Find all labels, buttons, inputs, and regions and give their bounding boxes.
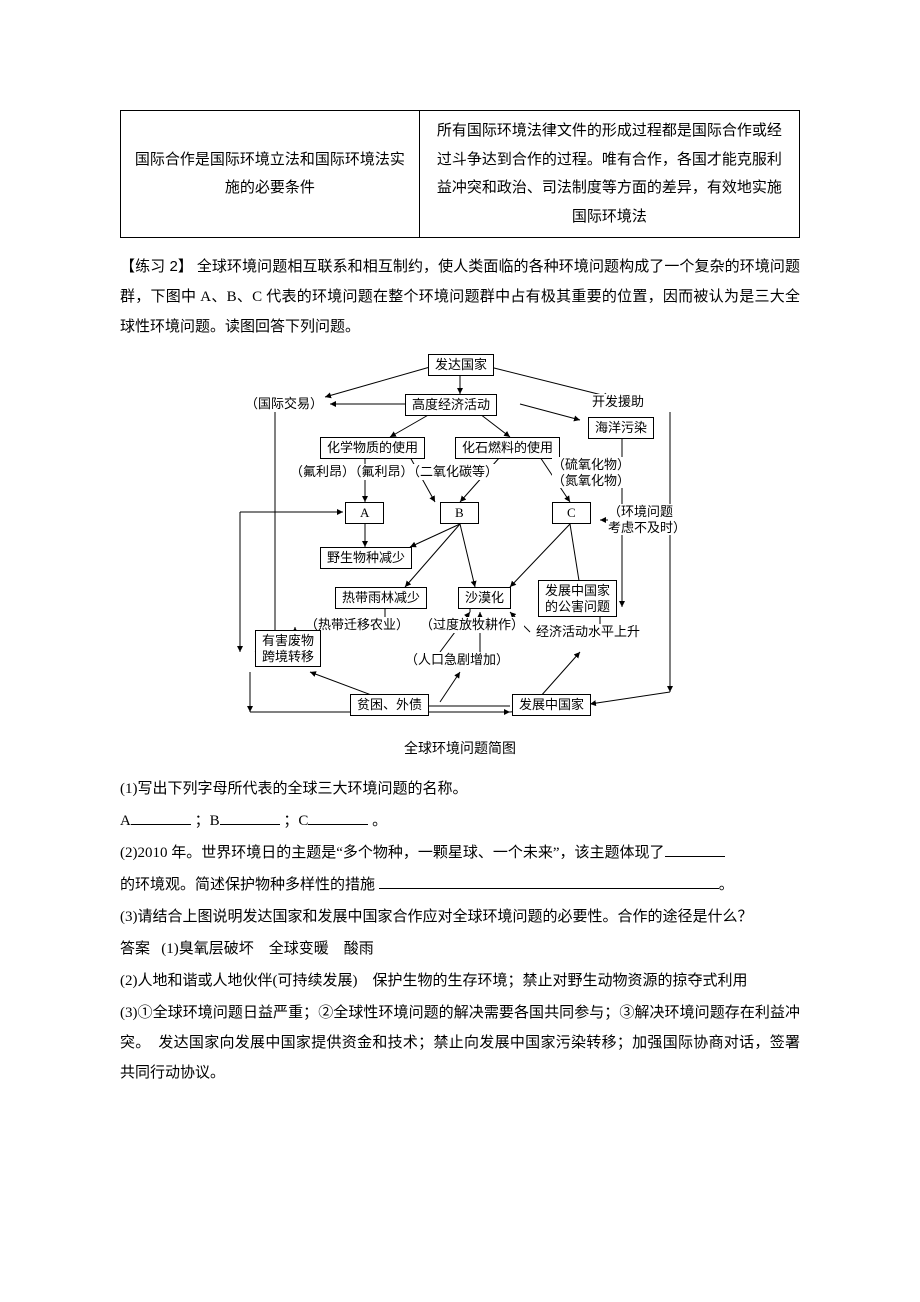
label-intl-trade: （国际交易） bbox=[245, 396, 323, 412]
node-developing: 发展中国家 bbox=[512, 694, 591, 716]
node-developed: 发达国家 bbox=[428, 354, 494, 376]
question-2a: (2)2010 年。世界环境日的主题是“多个物种，一颗星球、一个未来”，该主题体… bbox=[120, 838, 800, 868]
exercise-text: 全球环境问题相互联系和相互制约，使人类面临的各种环境问题构成了一个复杂的环境问题… bbox=[120, 259, 800, 335]
label-aid: 开发援助 bbox=[592, 394, 644, 410]
blank-b[interactable] bbox=[220, 810, 280, 825]
node-chem-use: 化学物质的使用 bbox=[320, 437, 425, 459]
question-3: (3)请结合上图说明发达国家和发展中国家合作应对全球环境问题的必要性。合作的途径… bbox=[120, 902, 800, 932]
label-overgraze: （过度放牧耕作） bbox=[420, 617, 524, 633]
q2-text-a: (2)2010 年。世界环境日的主题是“多个物种，一颗星球、一个未来”，该主题体… bbox=[120, 845, 665, 861]
q1-label-b: ；B bbox=[195, 813, 220, 829]
q1-end: 。 bbox=[372, 813, 387, 829]
q1-label-c: ；C bbox=[283, 813, 308, 829]
answer-label: 答案 bbox=[120, 940, 150, 957]
question-1-blanks: A ；B ；C 。 bbox=[120, 806, 800, 836]
cooperation-table: 国际合作是国际环境立法和国际环境法实施的必要条件 所有国际环境法律文件的形成过程… bbox=[120, 110, 800, 238]
node-pollution-dev: 发展中国家 的公害问题 bbox=[538, 580, 617, 617]
blank-a[interactable] bbox=[131, 810, 191, 825]
label-pop: （人口急剧增加） bbox=[405, 652, 509, 668]
node-c: C bbox=[552, 502, 591, 524]
exercise-intro: 【练习 2】 全球环境问题相互联系和相互制约，使人类面临的各种环境问题构成了一个… bbox=[120, 252, 800, 342]
q1-label-a: A bbox=[120, 813, 131, 829]
table-left-cell: 国际合作是国际环境立法和国际环境法实施的必要条件 bbox=[121, 111, 420, 238]
question-2b: 的环境观。简述保护物种多样性的措施 。 bbox=[120, 870, 800, 900]
node-a: A bbox=[345, 502, 384, 524]
node-rainforest: 热带雨林减少 bbox=[335, 587, 427, 609]
q2-end: 。 bbox=[719, 877, 734, 893]
node-desert: 沙漠化 bbox=[458, 587, 511, 609]
node-poverty: 贫困、外债 bbox=[350, 694, 429, 716]
label-econ-up: 经济活动水平上升 bbox=[536, 624, 640, 640]
node-marine: 海洋污染 bbox=[588, 417, 654, 439]
label-env-note: （环境问题 考虑不及时） bbox=[608, 504, 686, 535]
environment-diagram: 发达国家 （国际交易） 高度经济活动 开发援助 海洋污染 化学物质的使用 化石燃… bbox=[210, 352, 710, 732]
answer-2: (2)人地和谐或人地伙伴(可持续发展) 保护生物的生存环境；禁止对野生动物资源的… bbox=[120, 966, 800, 996]
label-chem-sub1: （氟利昂）（氟利昂）（二氧化碳等） bbox=[290, 464, 498, 480]
blank-c[interactable] bbox=[308, 810, 368, 825]
node-b: B bbox=[440, 502, 479, 524]
exercise-label: 【练习 2】 bbox=[120, 258, 193, 275]
answer-1-text: (1)臭氧层破坏 全球变暖 酸雨 bbox=[161, 941, 374, 957]
answer-1: 答案 (1)臭氧层破坏 全球变暖 酸雨 bbox=[120, 934, 800, 964]
node-wildlife: 野生物种减少 bbox=[320, 547, 412, 569]
diagram-caption: 全球环境问题简图 bbox=[120, 736, 800, 764]
table-right-cell: 所有国际环境法律文件的形成过程都是国际合作或经过斗争达到合作的过程。唯有合作，各… bbox=[419, 111, 799, 238]
blank-q2a[interactable] bbox=[665, 842, 725, 857]
question-1-lead: (1)写出下列字母所代表的全球三大环境问题的名称。 bbox=[120, 774, 800, 804]
node-high-econ: 高度经济活动 bbox=[405, 394, 497, 416]
label-chem-sub2: （硫氧化物） （氮氧化物） bbox=[552, 457, 630, 488]
q2-text-b: 的环境观。简述保护物种多样性的措施 bbox=[120, 877, 375, 893]
node-waste: 有害废物 跨境转移 bbox=[255, 630, 321, 667]
blank-q2b[interactable] bbox=[379, 874, 719, 889]
node-fossil-use: 化石燃料的使用 bbox=[455, 437, 560, 459]
answer-3: (3)①全球环境问题日益严重；②全球性环境问题的解决需要各国共同参与；③解决环境… bbox=[120, 998, 800, 1088]
